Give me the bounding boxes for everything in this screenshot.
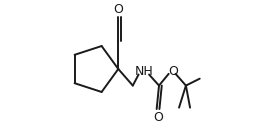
Text: NH: NH [135, 65, 153, 78]
Text: O: O [168, 65, 178, 78]
Text: O: O [113, 3, 123, 16]
Text: O: O [153, 111, 163, 124]
